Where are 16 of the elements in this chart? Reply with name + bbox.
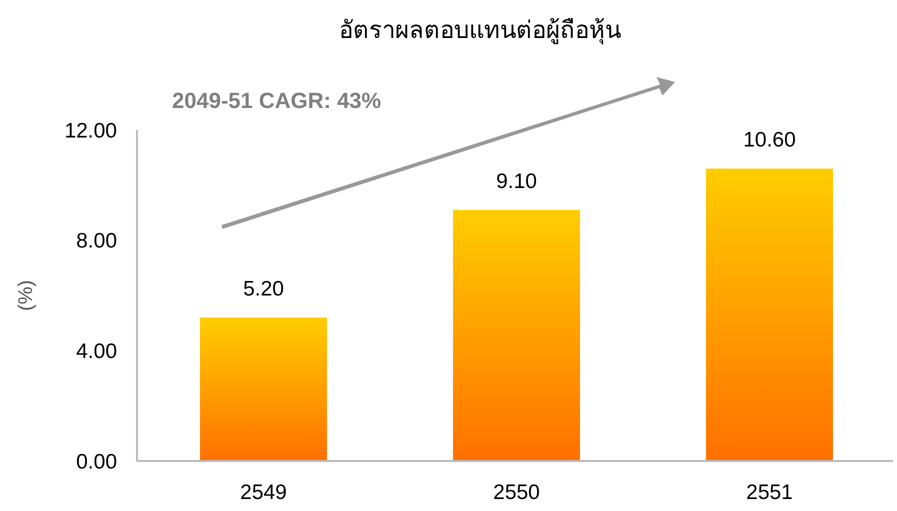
x-tick-label: 2550 xyxy=(493,481,540,504)
chart-title: อัตราผลตอบแทนต่อผู้ถือหุ้น xyxy=(339,17,621,45)
y-tick-label: 8.00 xyxy=(76,230,117,253)
x-tick-label: 2551 xyxy=(746,481,793,504)
y-tick-label: 0.00 xyxy=(76,450,117,474)
bar xyxy=(706,168,833,461)
bar xyxy=(200,318,327,461)
text: 2049-51 CAGR: 43% xyxy=(172,88,382,113)
bar xyxy=(453,210,580,461)
y-tick-label: 12.00 xyxy=(64,119,117,142)
data-label: 9.10 xyxy=(496,170,537,193)
data-label: 5.20 xyxy=(243,278,284,301)
y-tick-label: 4.00 xyxy=(76,340,117,364)
x-tick-label: 2549 xyxy=(240,481,287,504)
y-axis-title: (%) xyxy=(15,280,37,312)
data-label: 10.60 xyxy=(743,128,796,152)
